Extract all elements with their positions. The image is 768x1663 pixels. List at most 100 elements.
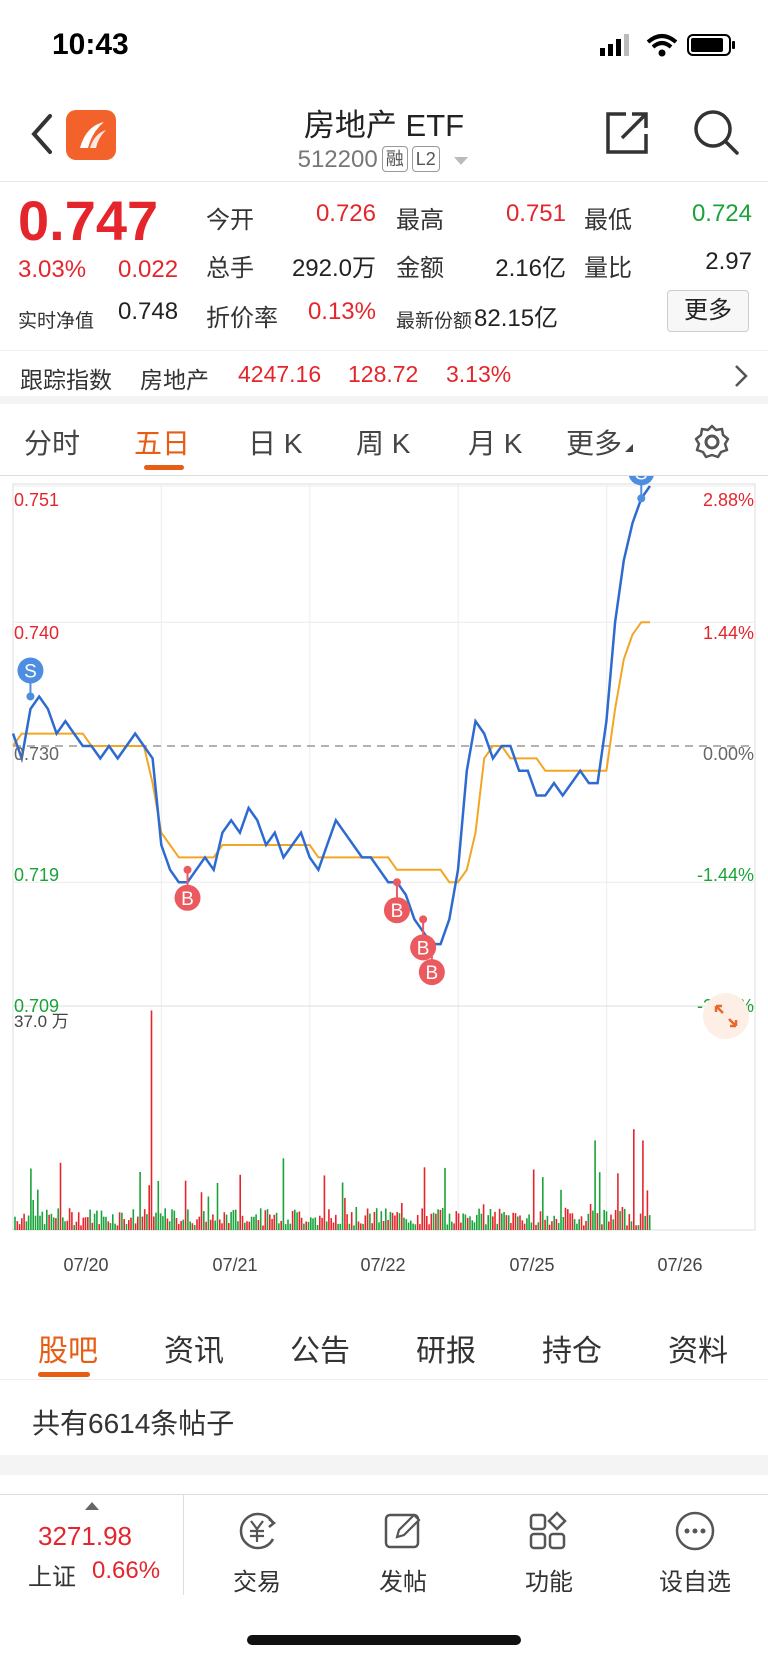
status-bar: 10:43 bbox=[0, 0, 768, 90]
marker-letter: B bbox=[181, 889, 194, 910]
volume-max-label: 37.0 万 bbox=[14, 1012, 69, 1031]
level2-tag: L2 bbox=[411, 146, 440, 172]
tab-holdings[interactable]: 持仓 bbox=[542, 1335, 602, 1368]
average-price-line bbox=[12, 621, 650, 884]
x-tick-2: 07/22 bbox=[360, 1255, 405, 1275]
tab-intraday[interactable]: 分时 bbox=[24, 428, 81, 459]
buy-marker: B bbox=[383, 878, 410, 924]
search-icon[interactable] bbox=[692, 108, 740, 158]
index-ticker[interactable]: 3271.98 上证 0.66% bbox=[0, 1495, 184, 1595]
dropdown-icon[interactable] bbox=[452, 155, 470, 167]
tab-news[interactable]: 资讯 bbox=[164, 1335, 224, 1368]
wifi-icon bbox=[646, 34, 678, 57]
volume-value: 292.0万 bbox=[291, 255, 376, 282]
y-tick-left-4: 0.709 bbox=[14, 996, 59, 1016]
y-tick-right-0: 2.88% bbox=[703, 490, 754, 510]
marker-dot bbox=[427, 940, 436, 949]
status-icons bbox=[600, 34, 735, 57]
home-indicator bbox=[247, 1635, 521, 1645]
security-code: 512200 融 L2 bbox=[0, 146, 768, 174]
x-tick-4: 07/26 bbox=[657, 1255, 702, 1275]
trade-label: 交易 bbox=[233, 1569, 281, 1596]
y-tick-right-1: 1.44% bbox=[703, 623, 754, 643]
tab-guba[interactable]: 股吧 bbox=[38, 1335, 98, 1368]
tab-more-label: 更多 bbox=[566, 428, 623, 459]
chevron-right-icon bbox=[735, 365, 748, 387]
open-value: 0.726 bbox=[315, 200, 376, 227]
index-change: 0.66% bbox=[92, 1557, 161, 1584]
index-value: 3271.98 bbox=[38, 1521, 132, 1551]
signal-icon bbox=[600, 34, 629, 56]
marker-dot bbox=[637, 494, 646, 503]
post-count: 共有6614条帖子 bbox=[32, 1408, 235, 1439]
x-tick-0: 07/20 bbox=[63, 1255, 108, 1275]
tab-monthly-k[interactable]: 月 K bbox=[468, 428, 523, 459]
high-label: 最高 bbox=[396, 207, 444, 234]
marker-dot bbox=[392, 878, 401, 887]
tab-announcements[interactable]: 公告 bbox=[290, 1335, 350, 1368]
post-button[interactable]: 发帖 bbox=[353, 1509, 453, 1597]
function-button[interactable]: 功能 bbox=[499, 1509, 599, 1597]
x-tick-1: 07/21 bbox=[212, 1255, 257, 1275]
index-name: 上证 bbox=[28, 1564, 76, 1591]
tab-profile[interactable]: 资料 bbox=[668, 1335, 728, 1368]
sell-marker: S bbox=[17, 657, 44, 701]
expand-icon[interactable] bbox=[703, 993, 749, 1039]
settings-icon[interactable] bbox=[694, 424, 730, 460]
change-percent: 3.03% bbox=[18, 256, 87, 283]
five-day-chart[interactable]: SBBBBS 0.751 0.740 0.730 0.719 0.709 2.8… bbox=[0, 476, 768, 1286]
margin-tag: 融 bbox=[381, 146, 408, 172]
buy-marker: B bbox=[418, 940, 445, 986]
nav-value: 0.748 bbox=[118, 298, 179, 325]
back-icon[interactable] bbox=[26, 112, 56, 156]
tab-daily-k[interactable]: 日 K bbox=[248, 428, 303, 459]
tracking-index-row[interactable]: 跟踪指数 房地产 4247.16 128.72 3.13% bbox=[0, 350, 768, 404]
x-tick-3: 07/25 bbox=[509, 1255, 554, 1275]
content-tabs: 股吧 资讯 公告 研报 持仓 资料 bbox=[0, 1310, 768, 1380]
add-watchlist-button[interactable]: 设自选 bbox=[645, 1509, 745, 1597]
nav-header: 房地产 ETF 512200 融 L2 bbox=[0, 90, 768, 182]
amount-label: 金额 bbox=[396, 255, 444, 282]
section-divider bbox=[0, 1455, 768, 1475]
marker-letter: B bbox=[426, 963, 439, 984]
y-tick-right-3: -1.44% bbox=[697, 865, 754, 885]
price-line bbox=[11, 485, 652, 946]
marker-badge bbox=[628, 476, 654, 486]
bottom-toolbar: 3271.98 上证 0.66% 交易 发帖 功能 设自选 bbox=[0, 1494, 768, 1663]
grid-apps-icon bbox=[529, 1511, 567, 1550]
trade-button[interactable]: 交易 bbox=[207, 1509, 307, 1597]
tab-five-day[interactable]: 五日 bbox=[134, 428, 191, 459]
trade-markers: SBBBBS bbox=[17, 476, 654, 986]
marker-letter: S bbox=[635, 476, 648, 484]
status-time: 10:43 bbox=[52, 28, 129, 61]
marker-badge bbox=[383, 897, 410, 924]
tracking-index-name: 房地产 bbox=[140, 367, 209, 393]
current-price: 0.747 bbox=[18, 189, 159, 252]
open-label: 今开 bbox=[206, 207, 254, 234]
low-label: 最低 bbox=[584, 207, 632, 234]
shares-value: 82.15亿 bbox=[474, 305, 559, 332]
tracking-index-change: 128.72 bbox=[348, 361, 419, 387]
amount-value: 2.16亿 bbox=[495, 255, 566, 282]
ratio-label: 量比 bbox=[584, 255, 632, 282]
nav-label: 实时净值 bbox=[18, 311, 95, 332]
buy-marker: B bbox=[174, 865, 201, 911]
share-icon[interactable] bbox=[604, 108, 652, 156]
period-tabs: 分时 五日 日 K 周 K 月 K 更多 bbox=[0, 410, 768, 476]
marker-letter: S bbox=[24, 661, 37, 682]
corner-triangle-icon bbox=[625, 444, 634, 452]
marker-letter: B bbox=[417, 938, 430, 959]
tab-weekly-k[interactable]: 周 K bbox=[356, 428, 411, 459]
marker-dot bbox=[26, 692, 35, 701]
active-content-tab-indicator bbox=[38, 1372, 90, 1377]
high-value: 0.751 bbox=[505, 200, 566, 227]
more-circle-icon bbox=[675, 1511, 715, 1551]
marker-badge bbox=[174, 884, 201, 911]
y-tick-left-3: 0.719 bbox=[14, 865, 59, 885]
post-label: 发帖 bbox=[379, 1569, 427, 1596]
tab-more[interactable]: 更多 bbox=[566, 422, 634, 462]
more-button[interactable]: 更多 bbox=[667, 290, 749, 332]
marker-badge bbox=[17, 657, 44, 684]
tab-research[interactable]: 研报 bbox=[416, 1335, 476, 1368]
y-tick-left-0: 0.751 bbox=[14, 490, 59, 510]
